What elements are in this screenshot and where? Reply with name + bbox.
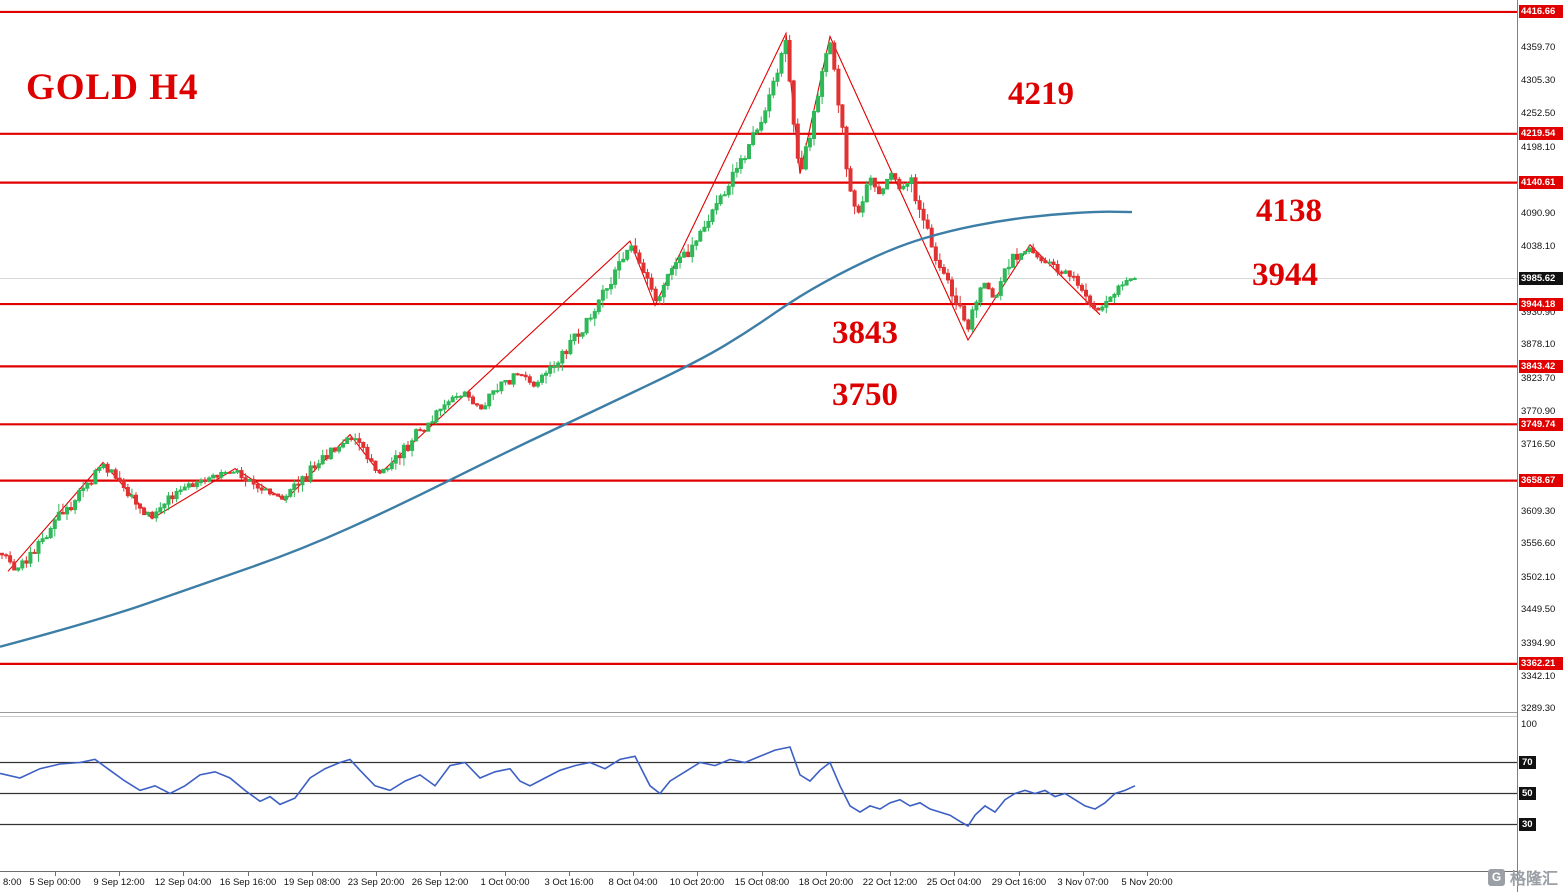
horizontal-level-lines[interactable] — [0, 10, 1517, 665]
price-scale-label: 3394.90 — [1521, 638, 1556, 650]
level-price-label: 3362.21 — [1519, 657, 1563, 671]
rsi-line — [0, 746, 1136, 828]
time-axis-tick — [890, 872, 891, 876]
time-axis-label: 15 Oct 08:00 — [734, 877, 790, 888]
price-annotation-3944: 3944 — [1252, 257, 1318, 293]
price-scale-label: 3289.30 — [1521, 703, 1556, 715]
time-axis-label: 9 Sep 12:00 — [93, 877, 145, 888]
time-axis-tick — [376, 872, 377, 876]
level-price-label: 3944.18 — [1519, 297, 1563, 311]
time-axis-tick — [505, 872, 506, 876]
rsi-level-label-70: 70 — [1519, 756, 1536, 769]
time-axis-tick — [183, 872, 184, 876]
time-axis-label: 22 Oct 12:00 — [862, 877, 918, 888]
price-annotation-3843: 3843 — [832, 315, 898, 351]
rsi-level-label-30: 30 — [1519, 818, 1536, 831]
time-axis-tick — [1083, 872, 1084, 876]
time-axis-label: 3 Oct 16:00 — [544, 877, 594, 888]
time-axis[interactable]: 8:00 5 Sep 00:00 9 Sep 12:00 12 Sep 04:00 16… — [0, 871, 1517, 892]
time-axis-label: 3 Nov 07:00 — [1057, 877, 1109, 888]
moving-average-line — [0, 210, 1133, 648]
price-scale-label: 3716.50 — [1521, 439, 1556, 451]
price-scale-label: 4252.50 — [1521, 107, 1556, 119]
price-scale-label: 3502.10 — [1521, 571, 1556, 583]
price-scale-label: 3930.90 — [1521, 306, 1556, 318]
price-scale-label: 4359.70 — [1521, 41, 1556, 53]
price-scale-label: 3878.10 — [1521, 339, 1556, 351]
level-price-label: 3658.67 — [1519, 474, 1563, 488]
rsi-panel — [0, 746, 1517, 828]
price-scale[interactable]: 4359.70 4305.30 4252.50 4198.10 4090.90 4038.… — [1517, 0, 1563, 892]
price-scale-label: 3609.30 — [1521, 505, 1556, 517]
price-scale-label: 3449.50 — [1521, 604, 1556, 616]
level-price-label: 3749.74 — [1519, 417, 1563, 431]
time-axis-tick — [440, 872, 441, 876]
time-axis-label: 5 Nov 20:00 — [1121, 877, 1173, 888]
chart-canvas[interactable] — [0, 0, 1517, 871]
level-price-label: 3843.42 — [1519, 359, 1563, 373]
price-annotation-4219: 4219 — [1008, 76, 1074, 112]
level-price-label: 4140.61 — [1519, 176, 1563, 190]
time-axis-tick — [697, 872, 698, 876]
time-axis-label: 25 Oct 04:00 — [926, 877, 982, 888]
current-price-label: 3985.62 — [1519, 271, 1563, 285]
watermark: G 格隆汇 — [1487, 865, 1558, 889]
time-axis-label: 10 Oct 20:00 — [669, 877, 725, 888]
price-scale-label: 4305.30 — [1521, 75, 1556, 87]
time-axis-tick — [312, 872, 313, 876]
time-axis-tick — [954, 872, 955, 876]
time-axis-label: 19 Sep 08:00 — [283, 877, 341, 888]
price-scale-label: 4038.10 — [1521, 240, 1556, 252]
time-axis-label: 16 Sep 16:00 — [219, 877, 277, 888]
time-axis-label: 23 Sep 20:00 — [347, 877, 405, 888]
price-scale-label: 3823.70 — [1521, 373, 1556, 385]
time-axis-label: 18 Oct 20:00 — [798, 877, 854, 888]
time-axis-label: 5 Sep 00:00 — [29, 877, 81, 888]
price-scale-label: 4198.10 — [1521, 141, 1556, 153]
level-price-label: 4416.66 — [1519, 5, 1563, 19]
time-axis-tick — [119, 872, 120, 876]
zigzag-line — [7, 31, 1101, 572]
time-axis-label: 26 Sep 12:00 — [411, 877, 469, 888]
time-axis-label: 12 Sep 04:00 — [154, 877, 212, 888]
watermark-text: 格隆汇 — [1509, 871, 1558, 888]
time-axis-tick — [826, 872, 827, 876]
price-scale-label: 4090.90 — [1521, 207, 1556, 219]
time-axis-tick — [569, 872, 570, 876]
price-annotation-4138: 4138 — [1256, 193, 1322, 229]
rsi-scale-top-label: 100 — [1521, 718, 1537, 730]
time-axis-tick — [762, 872, 763, 876]
rsi-level-label-50: 50 — [1519, 787, 1536, 800]
time-axis-tick — [633, 872, 634, 876]
candlestick-series[interactable] — [0, 34, 1137, 572]
time-axis-label: 1 Oct 00:00 — [480, 877, 530, 888]
time-axis-tick — [1147, 872, 1148, 876]
time-axis-tick — [248, 872, 249, 876]
level-price-label: 4219.54 — [1519, 127, 1563, 141]
gelonghui-logo-icon: G — [1487, 868, 1505, 886]
time-axis-label: 8:00 — [3, 877, 22, 888]
price-scale-label: 3556.60 — [1521, 538, 1556, 550]
price-scale-label: 3342.10 — [1521, 670, 1556, 682]
time-axis-label: 29 Oct 16:00 — [991, 877, 1047, 888]
price-annotation-3750: 3750 — [832, 377, 898, 413]
time-axis-label: 8 Oct 04:00 — [608, 877, 658, 888]
chart-title: GOLD H4 — [26, 67, 199, 108]
price-scale-label: 3770.90 — [1521, 405, 1556, 417]
time-axis-tick — [1019, 872, 1020, 876]
time-axis-tick — [55, 872, 56, 876]
